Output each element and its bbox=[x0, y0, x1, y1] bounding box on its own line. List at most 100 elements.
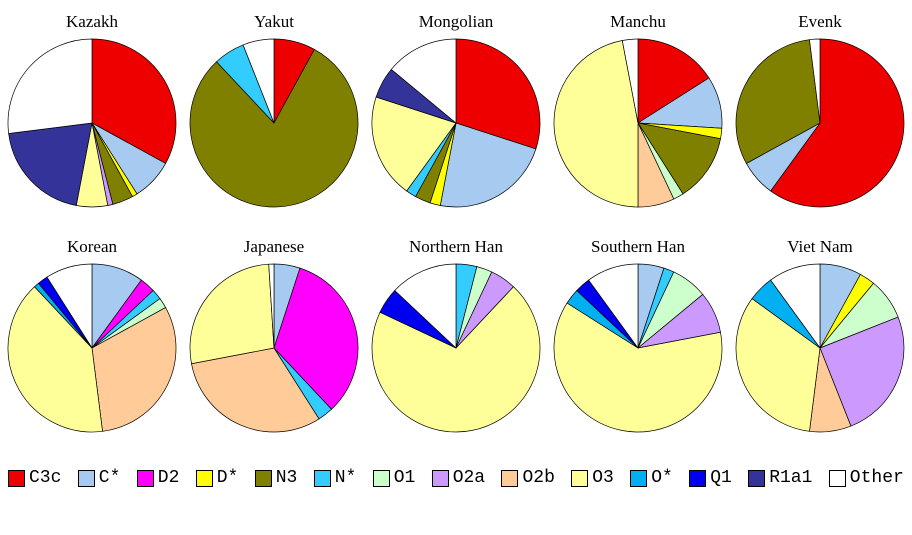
pie-cell-northern-han: Northern Han bbox=[365, 235, 547, 434]
pie-chart-yakut bbox=[189, 38, 359, 208]
pie-title: Kazakh bbox=[66, 12, 118, 31]
pie-cell-manchu: Manchu bbox=[547, 10, 729, 209]
legend-item-d-star: D* bbox=[195, 468, 239, 488]
pie-cell-japanese: Japanese bbox=[183, 235, 365, 434]
pie-title: Northern Han bbox=[409, 237, 503, 256]
pie-slice bbox=[439, 122, 537, 208]
pie-chart-northern-han bbox=[371, 263, 541, 433]
pie-chart-southern-han bbox=[553, 263, 723, 433]
pie-chart-japanese bbox=[189, 263, 359, 433]
pie-slice bbox=[8, 122, 93, 206]
legend-item-d2: D2 bbox=[136, 468, 180, 488]
pie-title: Southern Han bbox=[591, 237, 685, 256]
legend-label: N* bbox=[334, 468, 357, 488]
legend-label: O2a bbox=[452, 468, 486, 488]
legend-swatch-r1a1 bbox=[748, 469, 766, 487]
pie-cell-evenk: Evenk bbox=[729, 10, 911, 209]
pie-title: Evenk bbox=[798, 12, 842, 31]
pie-slice bbox=[553, 302, 723, 433]
legend-item-other: Other bbox=[828, 468, 904, 488]
pie-chart-korean bbox=[7, 263, 177, 433]
pie-title: Mongolian bbox=[418, 12, 494, 31]
legend-item-o1: O1 bbox=[372, 468, 416, 488]
pie-slice bbox=[268, 263, 275, 349]
pie-slice bbox=[770, 38, 905, 208]
pie-row-top: Kazakh Yakut Mongolian Manchu Evenk bbox=[0, 10, 912, 209]
pie-title: Yakut bbox=[254, 12, 294, 31]
legend-item-o2a: O2a bbox=[431, 468, 486, 488]
pie-slice bbox=[91, 38, 177, 164]
pie-slice bbox=[394, 263, 457, 349]
legend-swatch-o2a bbox=[431, 469, 449, 487]
legend-label: Other bbox=[849, 468, 904, 488]
pie-slice bbox=[371, 286, 541, 433]
pie-slice bbox=[621, 38, 639, 124]
legend-label: O* bbox=[651, 468, 673, 488]
pie-slice bbox=[371, 96, 457, 192]
legend-swatch-n3 bbox=[254, 469, 272, 487]
legend-item-q1: Q1 bbox=[689, 468, 732, 488]
legend-label: R1a1 bbox=[769, 468, 813, 488]
legend-item-r1a1: R1a1 bbox=[748, 468, 812, 488]
legend-swatch-o-star bbox=[630, 469, 648, 487]
legend-item-n-star: N* bbox=[313, 468, 357, 488]
pie-title: Korean bbox=[66, 237, 118, 256]
legend-item-o2b: O2b bbox=[501, 468, 555, 488]
pie-slice bbox=[553, 40, 639, 208]
pie-slice bbox=[7, 286, 103, 433]
pie-title: Viet Nam bbox=[787, 237, 853, 256]
pie-slice bbox=[735, 39, 821, 164]
legend-item-o3: O3 bbox=[571, 468, 614, 488]
pie-slice bbox=[273, 267, 359, 410]
pie-slice bbox=[770, 263, 821, 350]
pie-slice bbox=[637, 122, 721, 195]
legend-item-c3c: C3c bbox=[8, 468, 61, 488]
legend-label: C3c bbox=[29, 468, 62, 488]
legend-item-o-star: O* bbox=[630, 468, 673, 488]
legend-label: C* bbox=[98, 468, 121, 488]
pie-title: Japanese bbox=[243, 237, 305, 256]
pie-cell-mongolian: Mongolian bbox=[365, 10, 547, 209]
legend-item-c-star: C* bbox=[77, 468, 121, 488]
pie-cell-kazakh: Kazakh bbox=[1, 10, 183, 209]
pie-slice bbox=[242, 38, 275, 124]
legend-swatch-d-star bbox=[195, 469, 213, 487]
legend-item-n3: N3 bbox=[254, 468, 298, 488]
pie-slice bbox=[189, 263, 275, 365]
legend-label: O1 bbox=[393, 468, 416, 488]
legend-swatch-o3 bbox=[571, 469, 589, 487]
pie-row-bottom: Korean Japanese Northern Han Southern Ha… bbox=[0, 235, 912, 434]
pie-title: Manchu bbox=[610, 12, 666, 31]
pie-slice bbox=[46, 263, 93, 350]
pie-slice bbox=[735, 298, 821, 432]
pie-slice bbox=[7, 38, 93, 134]
pie-slice bbox=[588, 263, 639, 350]
pie-slice bbox=[819, 316, 905, 427]
pie-slice bbox=[91, 307, 177, 432]
legend-swatch-o1 bbox=[372, 469, 390, 487]
legend-swatch-d2 bbox=[136, 469, 154, 487]
legend-label: O2b bbox=[522, 468, 555, 488]
pie-slice bbox=[455, 38, 541, 150]
pie-chart-viet-nam bbox=[735, 263, 905, 433]
pie-slice bbox=[390, 38, 457, 124]
legend-label: D* bbox=[216, 468, 239, 488]
legend-swatch-other bbox=[828, 469, 846, 487]
pie-chart-manchu bbox=[553, 38, 723, 208]
pie-cell-viet-nam: Viet Nam bbox=[729, 235, 911, 434]
legend-swatch-q1 bbox=[689, 469, 707, 487]
pie-cell-yakut: Yakut bbox=[183, 10, 365, 209]
legend-label: O3 bbox=[592, 468, 614, 488]
legend-swatch-c3c bbox=[8, 469, 25, 487]
pie-chart-evenk bbox=[735, 38, 905, 208]
legend-swatch-o2b bbox=[501, 469, 519, 487]
pie-slice bbox=[191, 347, 320, 433]
legend-label: D2 bbox=[157, 468, 180, 488]
legend-label: Q1 bbox=[710, 468, 732, 488]
pie-cell-southern-han: Southern Han bbox=[547, 235, 729, 434]
pie-chart-kazakh bbox=[7, 38, 177, 208]
pie-chart-mongolian bbox=[371, 38, 541, 208]
legend-label: N3 bbox=[275, 468, 298, 488]
legend: C3c C* D2 D* N3 N* O1 O2a O2b O3 O* Q1 R… bbox=[0, 468, 912, 488]
